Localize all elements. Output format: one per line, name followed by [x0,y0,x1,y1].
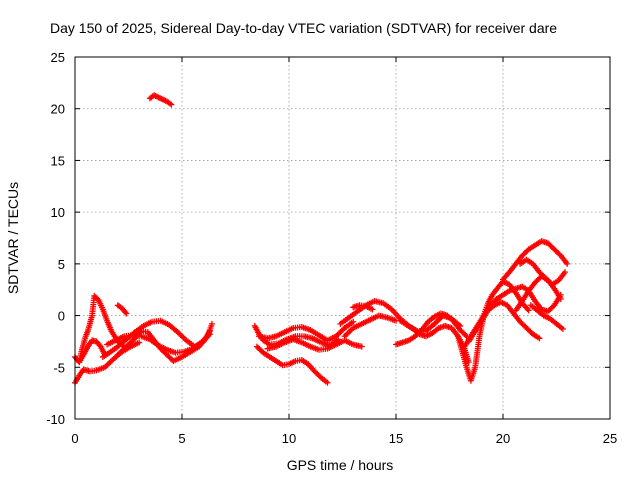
data-point [179,333,185,340]
data-point [536,335,543,342]
x-tick-label: 20 [496,431,510,446]
data-point [324,379,331,386]
data-point [344,330,351,337]
data-point [180,334,187,341]
y-tick-label: 25 [51,50,65,65]
y-tick-label: 5 [58,257,65,272]
y-tick-label: -5 [53,360,65,375]
x-tick-label: 0 [71,431,78,446]
data-point [122,309,129,316]
series-track-8 [146,92,175,108]
data-point [177,331,184,338]
series-track-15 [350,302,376,313]
series-track-10 [253,343,331,386]
series-track-18 [455,278,532,384]
series-track-2 [72,292,130,366]
y-tick-label: 20 [51,102,65,117]
x-tick-label: 25 [603,431,617,446]
data-point [337,329,344,336]
data-point [136,339,143,346]
x-tick-label: 15 [389,431,403,446]
series-track-23 [512,273,564,314]
data-point [434,318,441,325]
data-point [557,296,564,303]
data-point [123,310,130,317]
series-track-11 [256,318,357,344]
series-track-7 [114,302,130,317]
series-track-21 [500,238,571,283]
y-tick-label: 0 [58,309,65,324]
x-axis-label: GPS time / hours [287,457,394,473]
data-point [358,343,365,350]
data-point [208,320,215,327]
plot-frame [74,56,611,420]
series-track-6 [114,320,215,365]
series-track-22 [517,256,569,288]
data-point [104,361,111,368]
grid-lines [75,57,610,419]
y-tick-label: -10 [46,412,65,427]
data-point [335,330,342,337]
data-point [347,327,354,334]
y-tick-label: 15 [51,153,65,168]
data-point [559,326,566,333]
series-track-3 [76,337,108,366]
chart-title: Day 150 of 2025, Sidereal Day-to-day VTE… [50,20,557,36]
y-axis-label: SDTVAR / TECUs [5,182,21,294]
series-track-24 [527,302,566,333]
x-tick-label: 10 [282,431,296,446]
data-point [343,331,350,338]
data-point [350,318,357,325]
series-track-9 [251,322,342,349]
series-track-14 [341,312,399,340]
data-point [106,360,113,367]
data-point [107,358,114,365]
x-tick-label: 5 [178,431,185,446]
data-point [338,327,345,334]
data-point [525,307,532,314]
series-track-12 [264,336,365,353]
data-point [564,260,571,267]
series-track-16 [393,310,470,348]
data-point [562,269,569,276]
data-point [168,101,175,108]
tick-labels: 0 5 10 15 20 25 -10 -5 0 5 10 15 20 25 [46,50,617,446]
data-point [369,306,376,313]
data-point [462,332,469,339]
data-point [345,329,352,336]
data-marks [72,92,571,386]
series-track-20 [465,299,543,345]
y-tick-label: 10 [51,205,65,220]
axis-ticks [74,56,611,420]
